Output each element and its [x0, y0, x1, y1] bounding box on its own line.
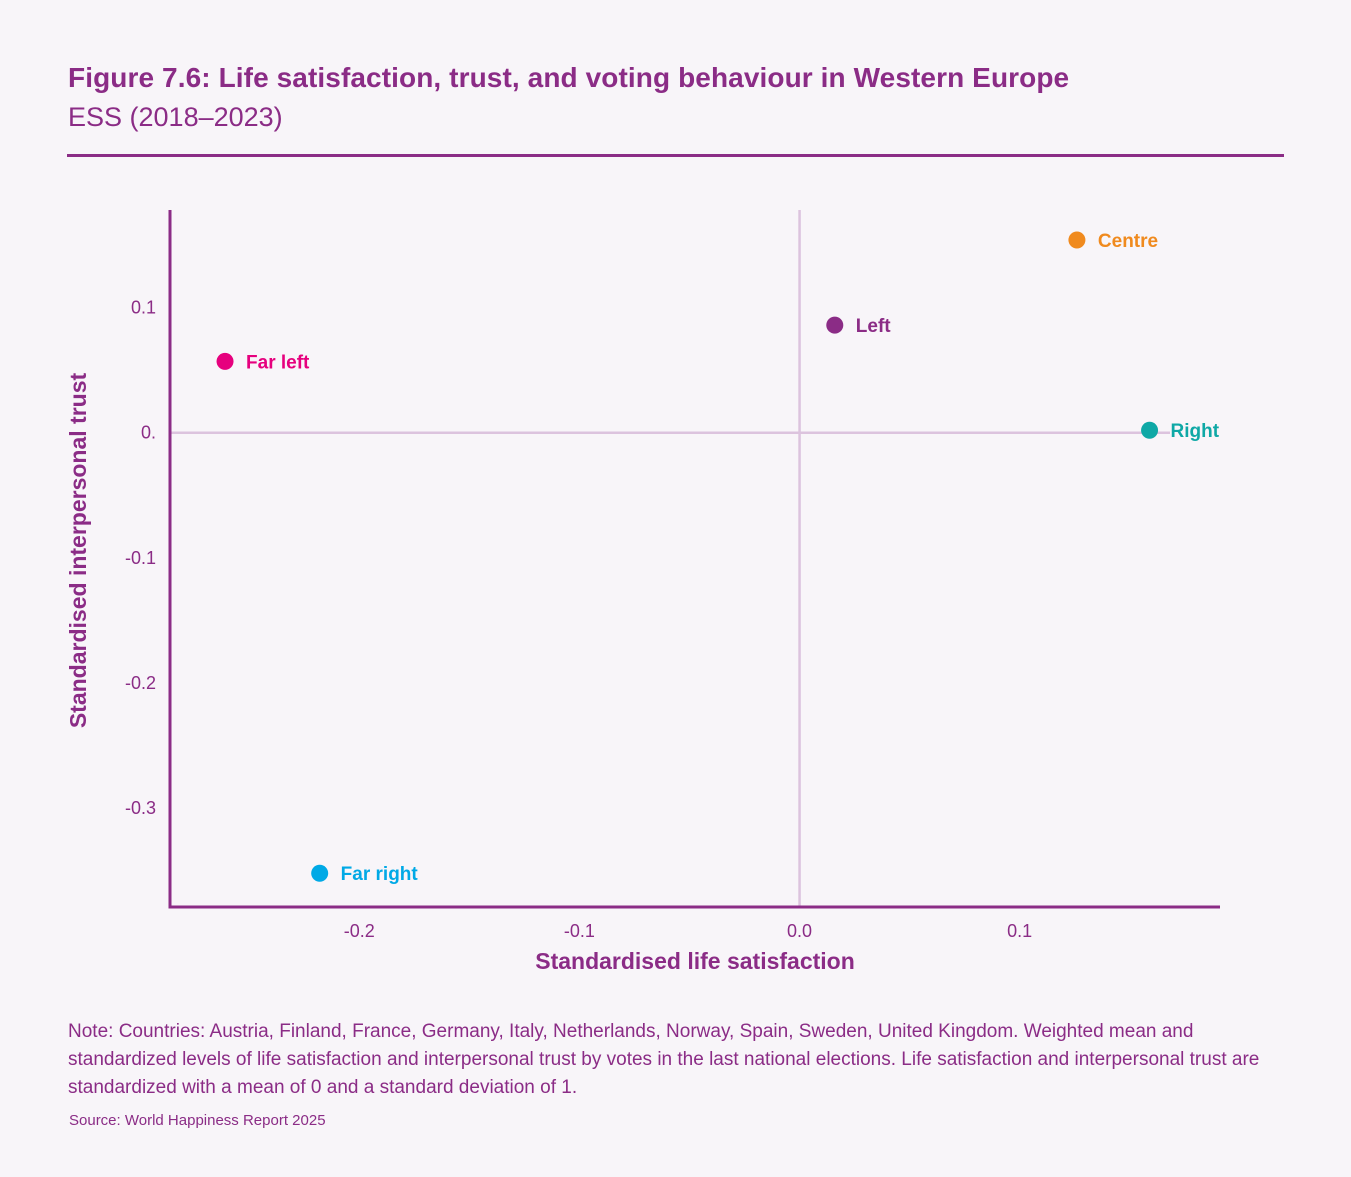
reference-lines: [170, 210, 1170, 907]
data-points: Far left Far right Left Centre Right: [216, 231, 1220, 885]
point-left: Left: [826, 316, 891, 337]
point-marker-far-left: [216, 352, 234, 370]
point-marker-centre: [1068, 231, 1086, 249]
y-tick-label: -0.1: [125, 548, 156, 568]
y-tick-label: 0.: [141, 423, 156, 443]
x-tick-label: -0.1: [564, 921, 595, 941]
y-tick-label: -0.3: [125, 798, 156, 818]
point-label-right: Right: [1171, 421, 1220, 442]
title-divider: [67, 154, 1284, 157]
footnote: Note: Countries: Austria, Finland, Franc…: [68, 1021, 1260, 1098]
x-tick-label: 0.0: [787, 921, 812, 941]
point-marker-far-right: [311, 864, 329, 882]
point-label-centre: Centre: [1098, 231, 1158, 252]
point-right: Right: [1141, 421, 1220, 442]
axes: [168, 210, 1220, 909]
point-label-far-right: Far right: [341, 864, 419, 885]
x-axis-ticks: -0.2 -0.1 0.0 0.1: [344, 921, 1032, 941]
point-far-right: Far right: [311, 864, 418, 885]
y-tick-label: 0.1: [131, 298, 156, 318]
point-label-far-left: Far left: [246, 352, 310, 373]
point-marker-right: [1141, 421, 1159, 439]
x-tick-label: -0.2: [344, 921, 375, 941]
y-axis-ticks: 0.1 0. -0.1 -0.2 -0.3: [125, 298, 156, 819]
y-tick-label: -0.2: [125, 673, 156, 693]
x-tick-label: 0.1: [1007, 921, 1032, 941]
point-far-left: Far left: [216, 352, 310, 373]
point-marker-left: [826, 316, 844, 334]
scatter-chart: -0.2 -0.1 0.0 0.1 0.1 0. -0.1 -0.2 -0.3 Far lef…: [65, 210, 1220, 974]
point-label-left: Left: [856, 316, 892, 337]
point-centre: Centre: [1068, 231, 1158, 252]
chart-title: Figure 7.6: Life satisfaction, trust, an…: [68, 62, 1070, 93]
source-credit: Source: World Happiness Report 2025: [69, 1112, 326, 1129]
chart-subtitle: ESS (2018–2023): [68, 102, 283, 132]
x-axis-title: Standardised life satisfaction: [535, 948, 855, 974]
y-axis-title: Standardised interpersonal trust: [65, 373, 91, 729]
